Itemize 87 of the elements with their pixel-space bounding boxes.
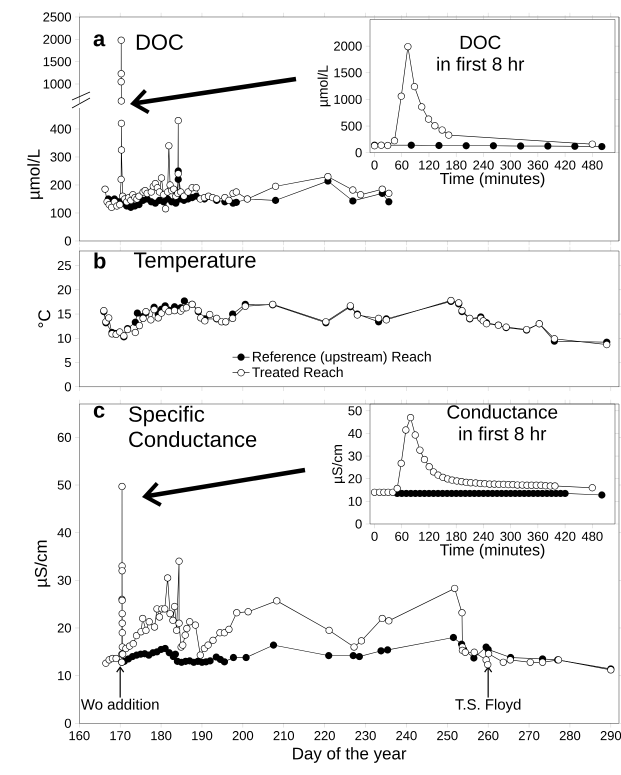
y-tick-label: 1500: [44, 57, 72, 66]
y-tick-label: 40: [348, 428, 362, 438]
y-tick-label: 0: [356, 519, 362, 529]
y-tick-label: 50: [348, 406, 362, 416]
y-tick-label: 20: [348, 474, 362, 484]
y-tick-label: 1000: [44, 79, 72, 89]
y-tick-label: 10: [58, 334, 72, 343]
annotation: T.S. Floyd: [455, 698, 520, 713]
x-tick-label: 0: [371, 160, 378, 170]
text: Specific Conductance: [129, 406, 256, 448]
text: in first 8 hr: [437, 56, 524, 71]
y-tick-label: 1000: [334, 94, 362, 104]
y-axis-title: µmol/L: [318, 65, 331, 106]
chart-title: Conductance: [447, 404, 558, 419]
y-tick-label: 0: [356, 148, 362, 158]
y-tick-label: 5: [64, 358, 71, 368]
y-tick-label: 2000: [43, 34, 72, 44]
y-tick-label: 30: [58, 576, 72, 585]
x-tick-label: 290: [600, 731, 621, 740]
y-axis-title: µS/cm: [332, 445, 345, 483]
chart-title: Temperature: [134, 252, 256, 272]
text: DOC: [460, 36, 501, 50]
annotation: b: [94, 252, 106, 269]
y-axis-title: °C: [38, 310, 50, 328]
x-axis-title: Time (minutes): [440, 172, 544, 188]
y-tick-label: 60: [58, 432, 72, 442]
y-tick-label: 1500: [334, 68, 362, 78]
x-tick-label: 420: [554, 532, 576, 541]
x-tick-label: 170: [110, 731, 130, 740]
x-tick-label: 360: [528, 160, 548, 170]
x-tick-label: 300: [500, 532, 521, 541]
x-tick-label: 420: [554, 160, 576, 170]
y-axis-title: µmol/L: [27, 149, 44, 199]
x-tick-label: 0: [371, 532, 378, 541]
y-tick-label: 10: [58, 671, 72, 680]
legend-label: Reference (upstream) Reach: [252, 351, 431, 364]
y-tick-label: 10: [348, 496, 362, 506]
y-tick-label: 300: [50, 152, 72, 162]
y-axis-title: µS/cm: [34, 540, 50, 587]
x-tick-label: 200: [232, 731, 254, 740]
y-tick-label: 2500: [43, 12, 72, 22]
y-tick-label: 20: [58, 285, 72, 294]
legend-label: Treated Reach: [252, 366, 343, 378]
x-tick-label: 260: [478, 731, 498, 740]
text: in first 8 hr: [459, 426, 546, 440]
x-tick-label: 480: [582, 160, 603, 170]
x-tick-label: 120: [419, 160, 440, 170]
y-tick-label: 20: [58, 623, 72, 633]
x-tick-label: 60: [395, 532, 408, 541]
x-tick-label: 360: [528, 532, 548, 541]
y-tick-label: 2000: [334, 42, 362, 51]
x-tick-label: 250: [437, 731, 458, 740]
x-tick-label: 60: [395, 160, 408, 170]
x-tick-label: 160: [69, 731, 90, 740]
x-tick-label: 300: [500, 160, 521, 170]
x-tick-label: 120: [419, 532, 440, 541]
annotation: Wo addition: [80, 698, 159, 710]
y-tick-label: 500: [341, 121, 362, 131]
x-tick-label: 210: [274, 731, 294, 740]
x-tick-label: 180: [446, 160, 467, 170]
y-tick-label: 100: [50, 208, 72, 218]
x-tick-label: 220: [314, 731, 335, 740]
x-axis-title: Time (minutes): [440, 544, 544, 559]
x-tick-label: 180: [151, 731, 172, 740]
y-tick-label: 40: [57, 528, 72, 538]
y-tick-label: 0: [64, 236, 72, 246]
x-tick-label: 180: [446, 532, 467, 541]
y-tick-label: 30: [348, 451, 362, 461]
x-tick-label: 230: [355, 731, 376, 740]
x-tick-label: 240: [396, 731, 417, 740]
y-tick-label: 25: [58, 260, 71, 270]
text: DOC: [136, 34, 183, 50]
annotation: a: [94, 34, 106, 46]
y-tick-label: 0: [64, 718, 72, 728]
y-tick-label: 50: [58, 480, 72, 490]
y-tick-label: 0: [64, 382, 72, 392]
y-tick-label: 400: [50, 124, 72, 134]
x-tick-label: 190: [192, 731, 212, 740]
x-tick-label: 480: [582, 532, 603, 541]
x-axis-title: Day of the year: [293, 747, 406, 763]
annotation: c: [94, 406, 105, 418]
x-tick-label: 280: [560, 731, 580, 740]
x-tick-label: 240: [473, 160, 494, 170]
y-tick-label: 15: [58, 310, 71, 319]
y-tick-label: 200: [50, 180, 72, 190]
x-tick-label: 270: [518, 731, 540, 740]
x-tick-label: 240: [473, 532, 494, 541]
